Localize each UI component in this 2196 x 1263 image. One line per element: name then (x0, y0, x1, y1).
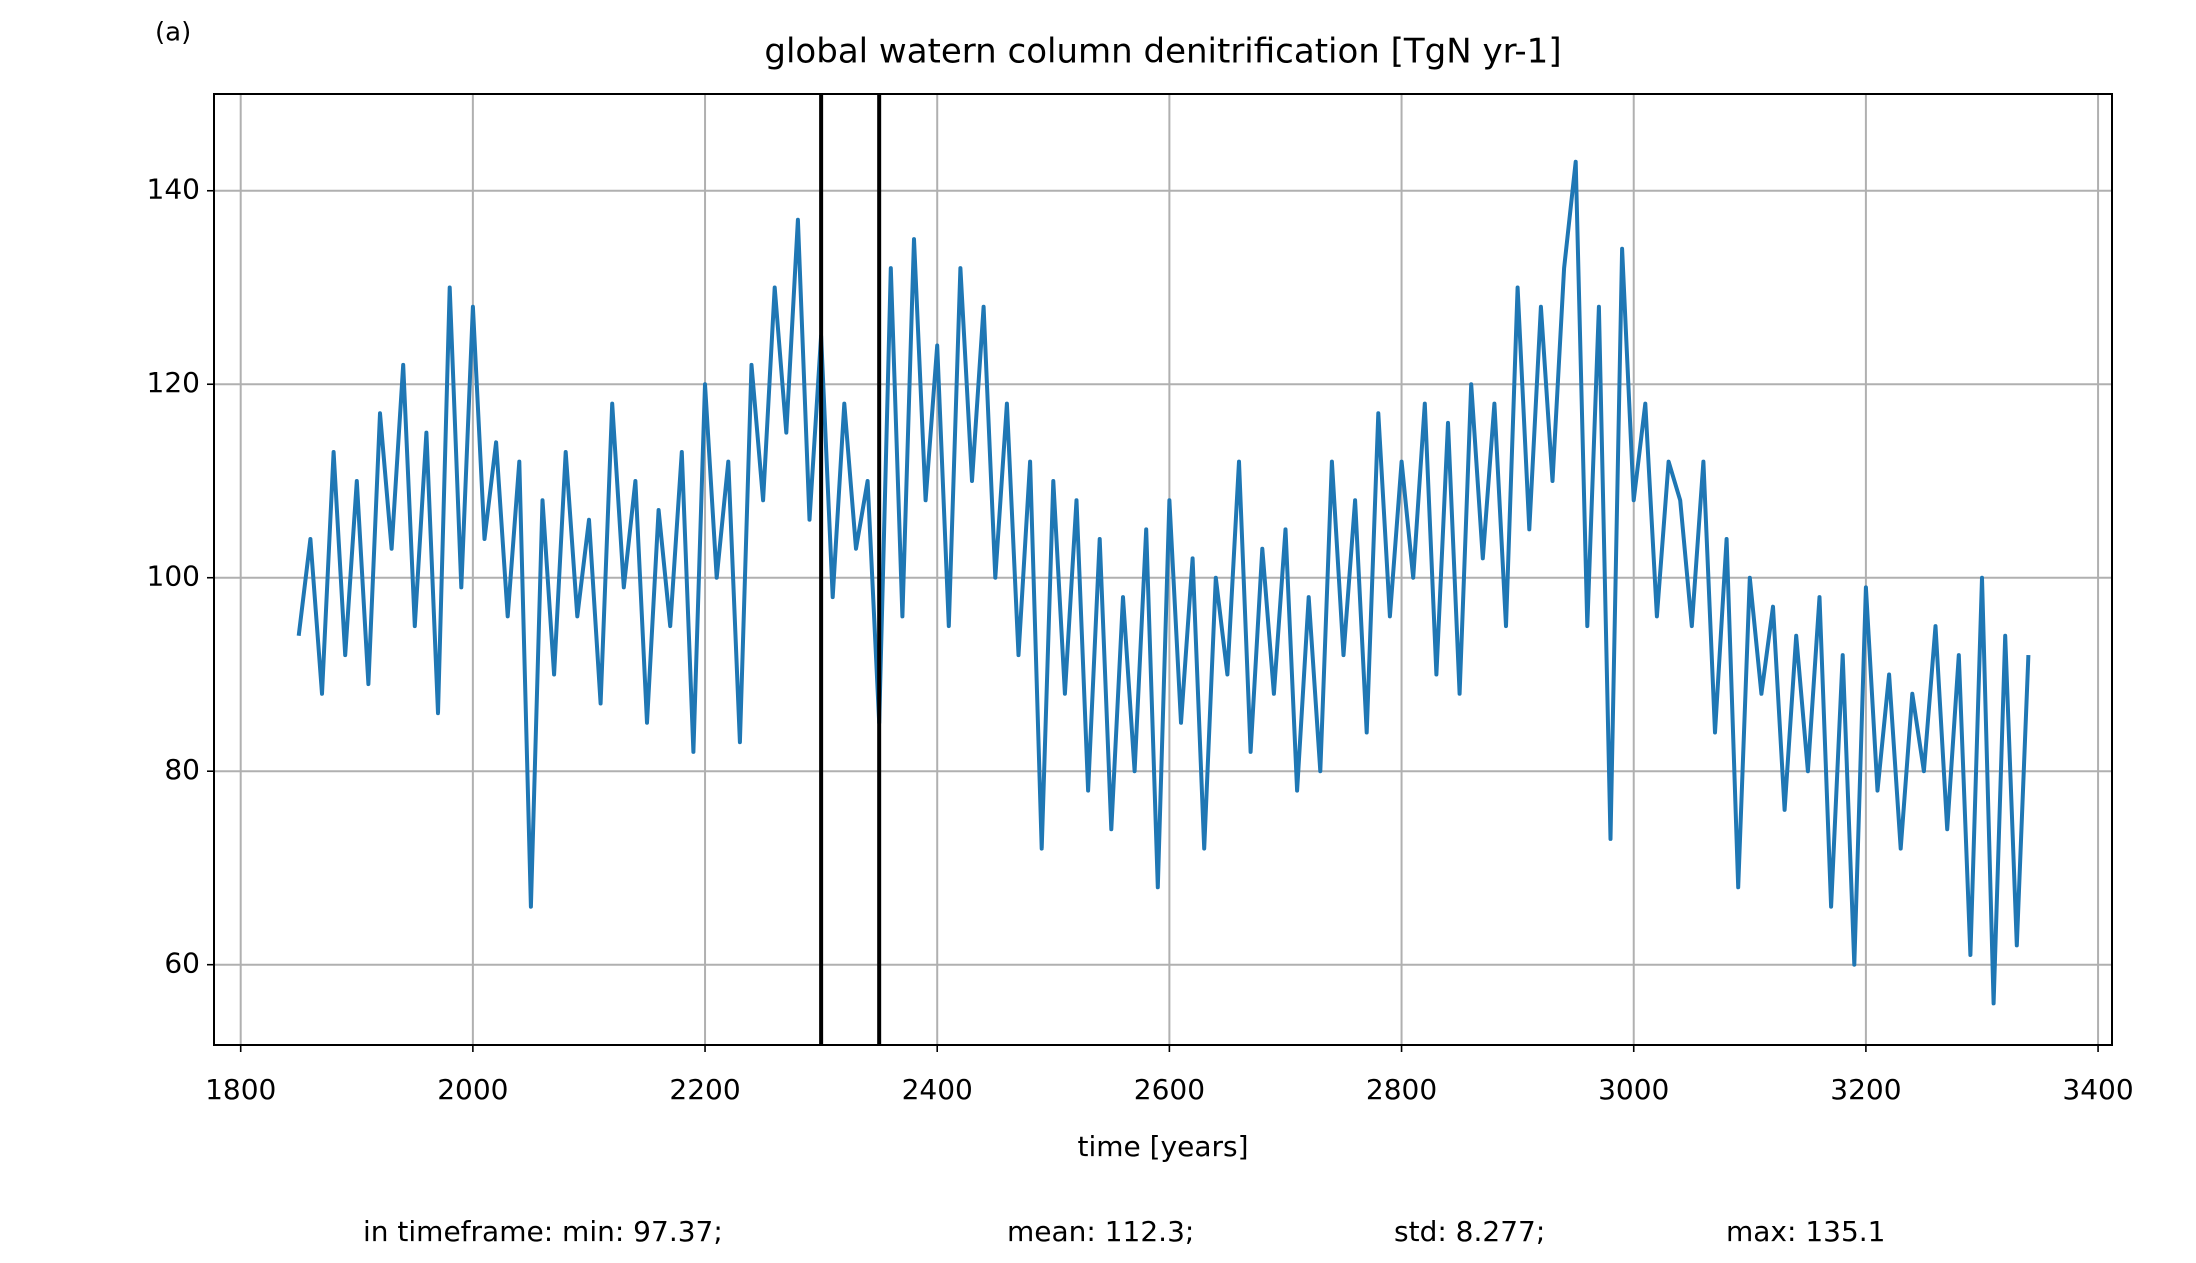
plot-frame (213, 93, 2113, 1046)
stat-text: max: 135.1 (1726, 1215, 1886, 1248)
x-tick-label: 2000 (437, 1073, 508, 1106)
x-tick-label: 2200 (669, 1073, 740, 1106)
y-tick-label: 80 (164, 753, 200, 786)
stat-text: mean: 112.3; (1007, 1215, 1194, 1248)
x-tick-label: 2400 (902, 1073, 973, 1106)
y-tick-label: 100 (147, 560, 200, 593)
y-tick-label: 60 (164, 947, 200, 980)
stat-text: std: 8.277; (1394, 1215, 1545, 1248)
x-tick-label: 3400 (2062, 1073, 2133, 1106)
x-axis-label: time [years] (1077, 1130, 1248, 1163)
stat-text: in timeframe: min: 97.37; (363, 1215, 723, 1248)
data-line (296, 159, 2031, 1006)
chart-title: global watern column denitrification [Tg… (764, 32, 1561, 72)
x-tick-label: 2800 (1366, 1073, 1437, 1106)
panel-label: (a) (155, 18, 191, 48)
x-tick-label: 2600 (1134, 1073, 1205, 1106)
x-tick-label: 3200 (1830, 1073, 1901, 1106)
x-tick-label: 1800 (205, 1073, 276, 1106)
x-tick-label: 3000 (1598, 1073, 1669, 1106)
y-tick-label: 120 (147, 366, 200, 399)
y-tick-label: 140 (147, 173, 200, 206)
